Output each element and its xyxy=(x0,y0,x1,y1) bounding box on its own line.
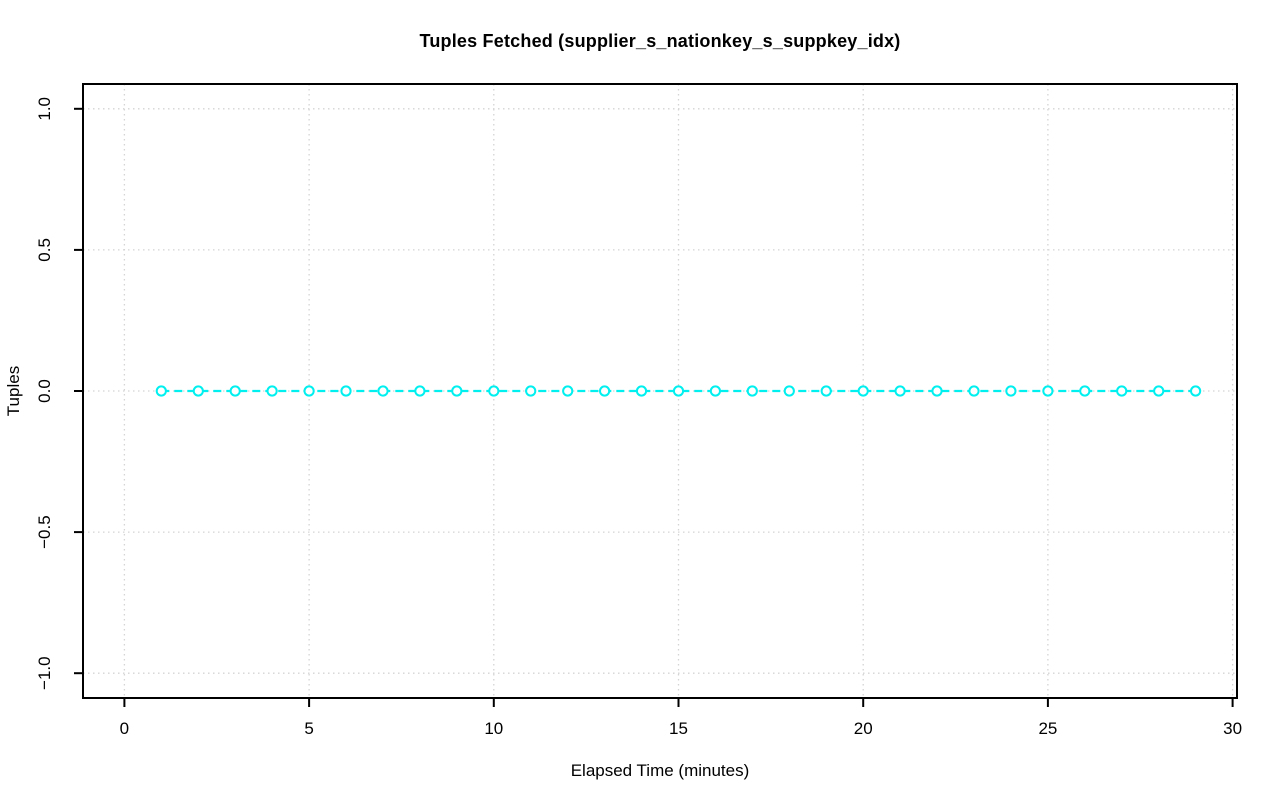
x-axis-label: Elapsed Time (minutes) xyxy=(570,761,750,780)
data-point xyxy=(1005,385,1017,397)
data-point xyxy=(894,385,906,397)
data-point xyxy=(488,385,500,397)
y-tick-label: 0.0 xyxy=(35,379,54,403)
data-point xyxy=(820,385,832,397)
y-tick-label: 1.0 xyxy=(35,97,54,121)
data-point xyxy=(1153,385,1165,397)
data-point xyxy=(635,385,648,397)
data-point xyxy=(1116,385,1128,397)
x-tick-label: 30 xyxy=(1223,719,1242,738)
data-point xyxy=(968,385,980,397)
data-point xyxy=(709,385,722,397)
data-point xyxy=(783,385,795,397)
data-point xyxy=(1190,385,1202,397)
data-point xyxy=(414,385,426,397)
x-tick-label: 25 xyxy=(1038,719,1057,738)
data-point xyxy=(746,385,758,397)
y-tick-label: −1.0 xyxy=(35,656,54,690)
data-point xyxy=(525,385,537,397)
data-point xyxy=(672,385,685,397)
x-tick-label: 20 xyxy=(854,719,873,738)
y-tick-label: 0.5 xyxy=(35,238,54,262)
data-point xyxy=(340,385,352,397)
x-tick-label: 15 xyxy=(669,719,688,738)
data-point xyxy=(266,385,278,397)
data-point xyxy=(857,385,869,397)
data-point xyxy=(377,385,389,397)
data-point xyxy=(1079,385,1091,397)
data-point xyxy=(1042,385,1054,397)
data-point xyxy=(562,385,574,397)
x-tick-label: 0 xyxy=(120,719,129,738)
data-point xyxy=(599,385,611,397)
data-point xyxy=(155,385,167,397)
y-tick-label: −0.5 xyxy=(35,515,54,549)
y-axis-label: Tuples xyxy=(4,365,23,417)
chart-title: Tuples Fetched (supplier_s_nationkey_s_s… xyxy=(419,31,901,51)
x-tick-label: 5 xyxy=(304,719,313,738)
x-tick-label: 10 xyxy=(484,719,503,738)
data-point xyxy=(192,385,204,397)
data-point xyxy=(303,385,315,397)
data-point xyxy=(451,385,463,397)
data-point xyxy=(931,385,943,397)
data-point xyxy=(229,385,241,397)
